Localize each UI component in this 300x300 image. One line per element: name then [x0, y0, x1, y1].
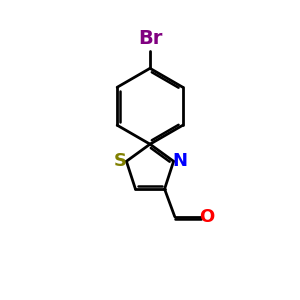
Text: S: S [113, 152, 127, 170]
Text: N: N [172, 152, 188, 170]
Text: O: O [199, 208, 214, 226]
Text: Br: Br [138, 29, 162, 49]
